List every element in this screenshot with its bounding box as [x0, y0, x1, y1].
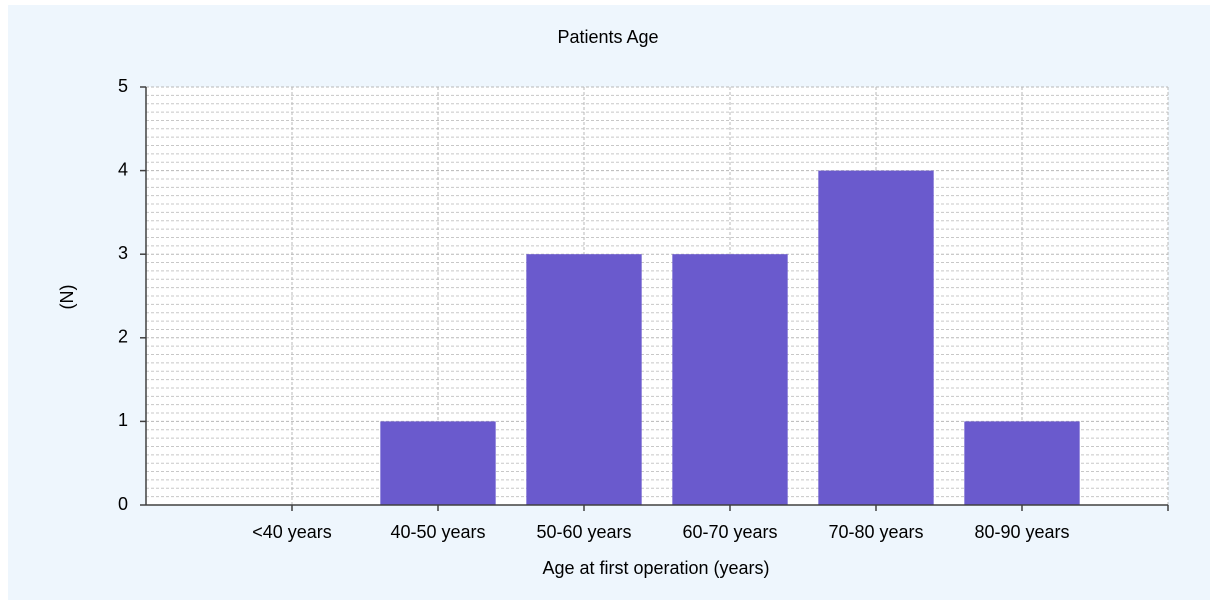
x-axis-label: Age at first operation (years): [542, 558, 769, 578]
y-tick-label: 2: [118, 327, 128, 347]
y-tick-label: 5: [118, 76, 128, 96]
bar: [818, 170, 934, 505]
bar: [380, 421, 496, 505]
x-tick-label: 50-60 years: [536, 522, 631, 542]
x-tick-label: 70-80 years: [828, 522, 923, 542]
y-tick-label: 4: [118, 159, 128, 179]
y-axis-label: (N): [57, 285, 77, 310]
x-tick-label: 80-90 years: [974, 522, 1069, 542]
bar: [672, 254, 788, 505]
y-tick-label: 0: [118, 494, 128, 514]
bar: [526, 254, 642, 505]
bar: [964, 421, 1080, 505]
x-tick-label: 40-50 years: [390, 522, 485, 542]
x-tick-label: 60-70 years: [682, 522, 777, 542]
y-tick-label: 3: [118, 243, 128, 263]
chart-title: Patients Age: [557, 27, 658, 47]
bars: [380, 170, 1080, 505]
x-tick-label: <40 years: [252, 522, 332, 542]
y-tick-label: 1: [118, 410, 128, 430]
axes: 0 1 2 3 4 5 <40 years 40-50 years 50-60 years 60-…: [118, 76, 1169, 542]
